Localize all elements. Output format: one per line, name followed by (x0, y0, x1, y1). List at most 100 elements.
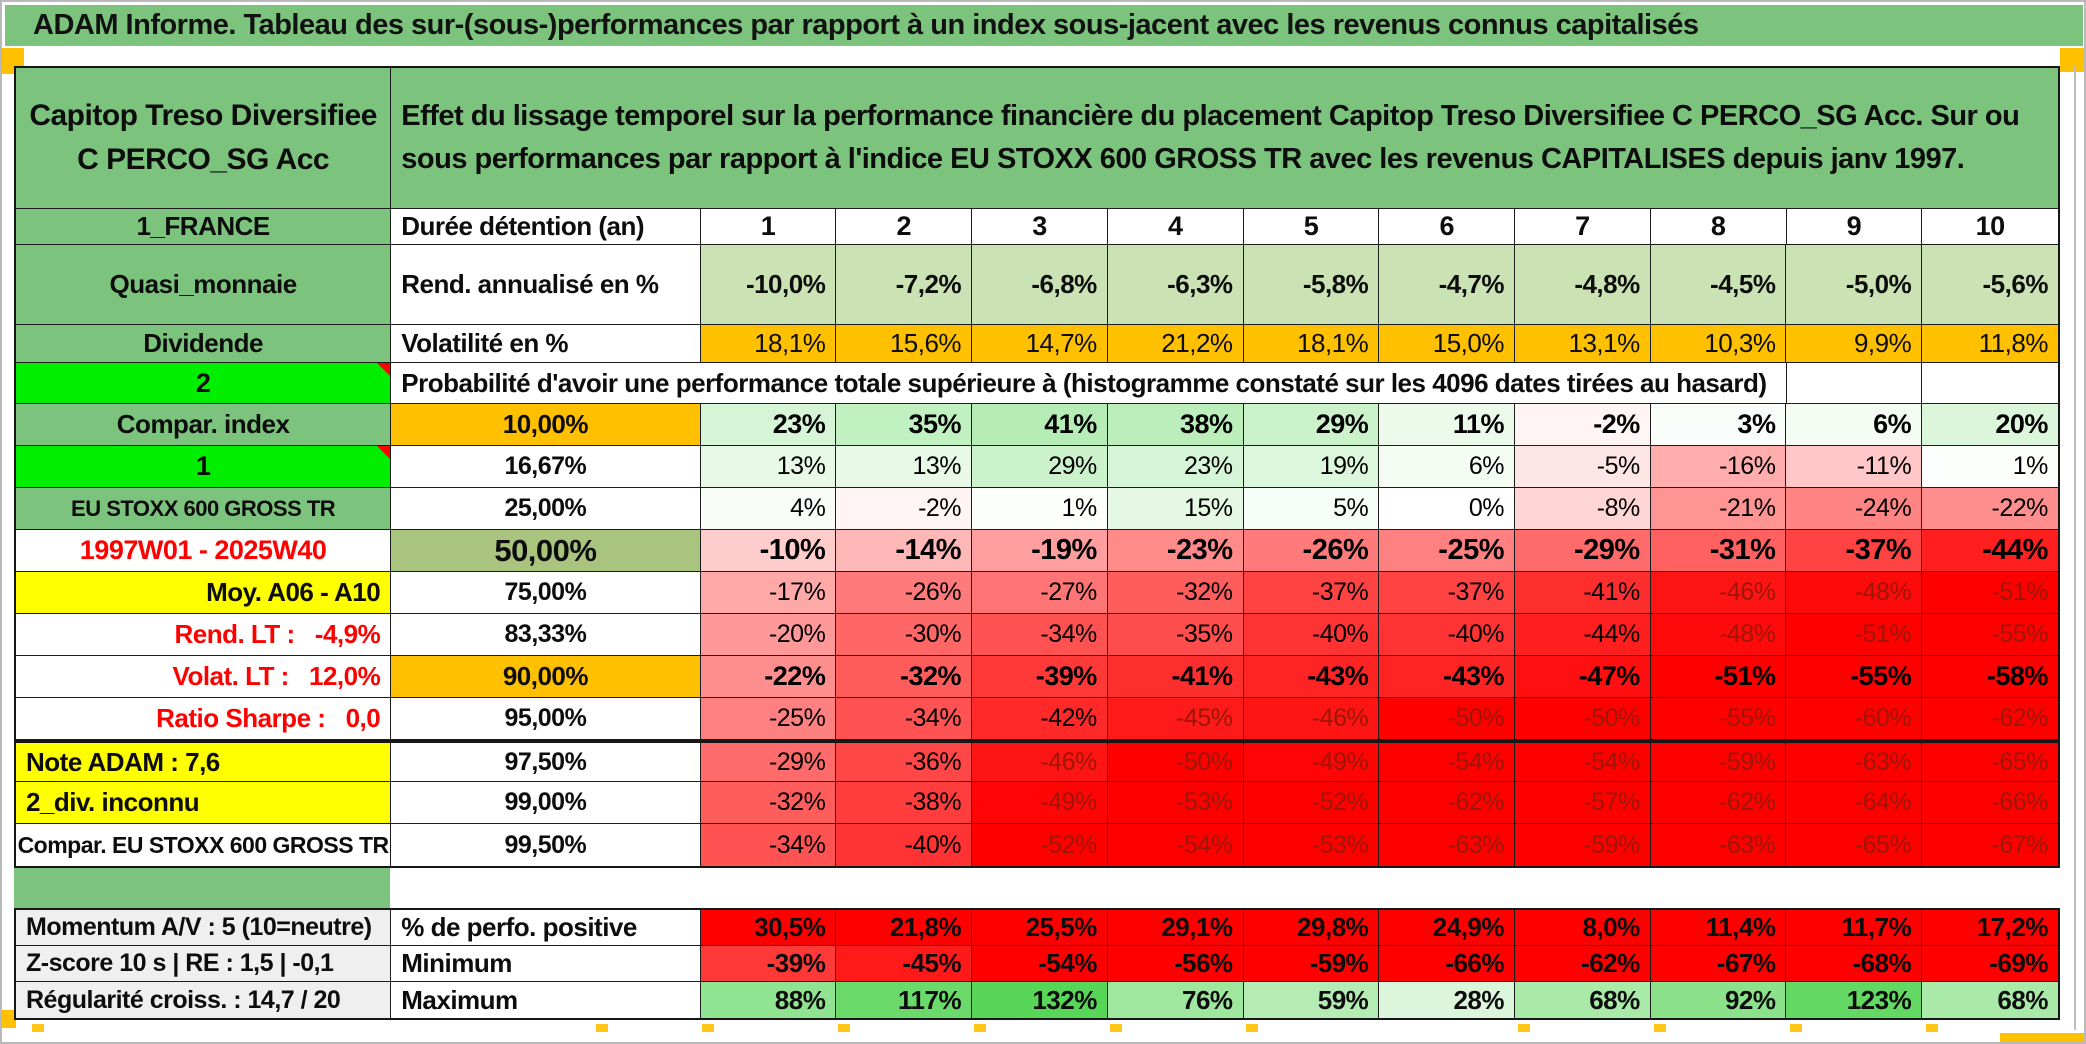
prob-percentile-5[interactable]: 83,33% (391, 614, 701, 655)
prob-cell-r3-c4[interactable]: -23% (1107, 530, 1244, 571)
prob-cell-r10-c6[interactable]: -63% (1379, 824, 1515, 866)
footer-cell-r1-c2[interactable]: -45% (836, 946, 973, 981)
prob-cell-r1-c9[interactable]: -11% (1786, 446, 1923, 487)
prob-cell-r5-c3[interactable]: -34% (972, 614, 1108, 655)
footer-cell-r1-c6[interactable]: -66% (1379, 946, 1516, 981)
prob-cell-r5-c10[interactable]: -55% (1922, 614, 2058, 655)
prob-cell-r1-c3[interactable]: 29% (972, 446, 1108, 487)
prob-percentile-6[interactable]: 90,00% (391, 656, 701, 697)
footer-stat-label-0[interactable]: Momentum A/V : 5 (10=neutre) (16, 910, 392, 945)
prob-cell-r7-c3[interactable]: -42% (972, 698, 1108, 739)
prob-cell-r8-c2[interactable]: -36% (836, 743, 973, 781)
prob-cell-r3-c10[interactable]: -44% (1922, 530, 2058, 571)
prob-cell-r10-c10[interactable]: -67% (1922, 824, 2058, 866)
footer-cell-r2-c4[interactable]: 76% (1107, 982, 1244, 1018)
prob-cell-r4-c7[interactable]: -41% (1515, 572, 1651, 613)
year-col-header-8[interactable]: 8 (1650, 209, 1787, 244)
footer-metric-label-0[interactable]: % de perfo. positive (391, 910, 701, 945)
footer-cell-r1-c5[interactable]: -59% (1243, 946, 1380, 981)
prob-cell-r1-c5[interactable]: 19% (1243, 446, 1380, 487)
prob-percentile-8[interactable]: 97,50% (391, 743, 701, 781)
prob-cell-r7-c1[interactable]: -25% (700, 698, 837, 739)
prob-percentile-3[interactable]: 50,00% (391, 530, 701, 571)
prob-cell-r0-c9[interactable]: 6% (1786, 404, 1923, 445)
prob-cell-r1-c4[interactable]: 23% (1107, 446, 1244, 487)
prob-cell-r1-c10[interactable]: 1% (1922, 446, 2058, 487)
year-col-header-5[interactable]: 5 (1243, 209, 1380, 244)
prob-cell-r8-c1[interactable]: -29% (700, 743, 837, 781)
prob-cell-r9-c5[interactable]: -52% (1243, 782, 1380, 823)
prob-cell-r9-c3[interactable]: -49% (972, 782, 1108, 823)
prob-cell-r2-c6[interactable]: 0% (1379, 488, 1515, 529)
prob-cell-r2-c10[interactable]: -22% (1922, 488, 2058, 529)
prob-cell-r7-c6[interactable]: -50% (1379, 698, 1515, 739)
year-col-header-3[interactable]: 3 (972, 209, 1108, 244)
footer-cell-r0-c7[interactable]: 8,0% (1515, 910, 1651, 945)
prob-cell-r10-c7[interactable]: -59% (1514, 824, 1651, 866)
prob-cell-r1-c8[interactable]: -16% (1650, 446, 1787, 487)
perf-cell-r1-c3[interactable]: 14,7% (972, 325, 1108, 362)
prob-percentile-4[interactable]: 75,00% (391, 572, 701, 613)
footer-cell-r2-c8[interactable]: 92% (1650, 982, 1787, 1018)
footer-cell-r1-c1[interactable]: -39% (700, 946, 837, 981)
prob-cell-r8-c4[interactable]: -50% (1107, 743, 1244, 781)
footer-cell-r0-c4[interactable]: 29,1% (1107, 910, 1244, 945)
prob-cell-r6-c7[interactable]: -47% (1515, 656, 1651, 697)
footer-cell-r2-c9[interactable]: 123% (1786, 982, 1923, 1018)
prob-cell-r9-c7[interactable]: -57% (1515, 782, 1651, 823)
prob-cell-r6-c10[interactable]: -58% (1922, 656, 2058, 697)
footer-cell-r2-c7[interactable]: 68% (1515, 982, 1651, 1018)
prob-cell-r2-c1[interactable]: 4% (700, 488, 837, 529)
perf-cell-r0-c3[interactable]: -6,8% (972, 245, 1108, 324)
prob-row-label-6[interactable]: Volat. LT : 12,0% (16, 656, 392, 697)
perf-cell-r0-c10[interactable]: -5,6% (1922, 245, 2058, 324)
prob-cell-r10-c3[interactable]: -52% (972, 824, 1108, 866)
footer-cell-r2-c3[interactable]: 132% (972, 982, 1108, 1018)
perf-cell-r0-c5[interactable]: -5,8% (1243, 245, 1380, 324)
footer-cell-r1-c10[interactable]: -69% (1922, 946, 2058, 981)
prob-cell-r3-c1[interactable]: -10% (700, 530, 837, 571)
footer-cell-r0-c9[interactable]: 11,7% (1786, 910, 1923, 945)
prob-cell-r8-c5[interactable]: -49% (1243, 743, 1380, 781)
footer-cell-r0-c3[interactable]: 25,5% (972, 910, 1108, 945)
prob-cell-r0-c1[interactable]: 23% (700, 404, 837, 445)
perf-cell-r1-c2[interactable]: 15,6% (836, 325, 973, 362)
prob-row-label-0[interactable]: Compar. index (16, 404, 392, 445)
prob-cell-r10-c5[interactable]: -53% (1243, 824, 1380, 866)
perf-cell-r0-c9[interactable]: -5,0% (1786, 245, 1923, 324)
perf-cell-r0-c1[interactable]: -10,0% (700, 245, 837, 324)
perf-cell-r0-c8[interactable]: -4,5% (1650, 245, 1787, 324)
prob-cell-r0-c5[interactable]: 29% (1243, 404, 1380, 445)
prob-row-label-10[interactable]: Compar. EU STOXX 600 GROSS TR (16, 824, 392, 866)
footer-cell-r0-c5[interactable]: 29,8% (1243, 910, 1380, 945)
prob-percentile-2[interactable]: 25,00% (391, 488, 701, 529)
prob-cell-r4-c5[interactable]: -37% (1243, 572, 1380, 613)
prob-cell-r2-c8[interactable]: -21% (1650, 488, 1787, 529)
footer-metric-label-2[interactable]: Maximum (391, 982, 701, 1018)
perf-cell-r1-c9[interactable]: 9,9% (1786, 325, 1923, 362)
prob-cell-r5-c9[interactable]: -51% (1786, 614, 1923, 655)
prob-percentile-0[interactable]: 10,00% (391, 404, 701, 445)
prob-cell-r8-c10[interactable]: -65% (1922, 743, 2058, 781)
perf-cell-r1-c8[interactable]: 10,3% (1650, 325, 1787, 362)
prob-cell-r4-c2[interactable]: -26% (836, 572, 973, 613)
prob-cell-r5-c7[interactable]: -44% (1515, 614, 1651, 655)
prob-cell-r10-c2[interactable]: -40% (836, 824, 973, 866)
prob-cell-r2-c7[interactable]: -8% (1514, 488, 1651, 529)
prob-cell-r8-c3[interactable]: -46% (972, 743, 1108, 781)
prob-cell-r6-c1[interactable]: -22% (700, 656, 837, 697)
prob-cell-r4-c1[interactable]: -17% (700, 572, 837, 613)
prob-cell-r4-c8[interactable]: -46% (1650, 572, 1787, 613)
prob-cell-r1-c7[interactable]: -5% (1514, 446, 1651, 487)
prob-cell-r3-c3[interactable]: -19% (972, 530, 1108, 571)
prob-cell-r4-c4[interactable]: -32% (1107, 572, 1244, 613)
prob-cell-r9-c2[interactable]: -38% (836, 782, 973, 823)
year-col-header-9[interactable]: 9 (1786, 209, 1923, 244)
year-col-header-2[interactable]: 2 (836, 209, 973, 244)
prob-cell-r0-c3[interactable]: 41% (972, 404, 1108, 445)
prob-cell-r5-c6[interactable]: -40% (1379, 614, 1515, 655)
prob-cell-r1-c2[interactable]: 13% (836, 446, 973, 487)
prob-percentile-9[interactable]: 99,00% (391, 782, 701, 823)
perf-cell-r0-c7[interactable]: -4,8% (1515, 245, 1651, 324)
prob-cell-r9-c9[interactable]: -64% (1786, 782, 1923, 823)
